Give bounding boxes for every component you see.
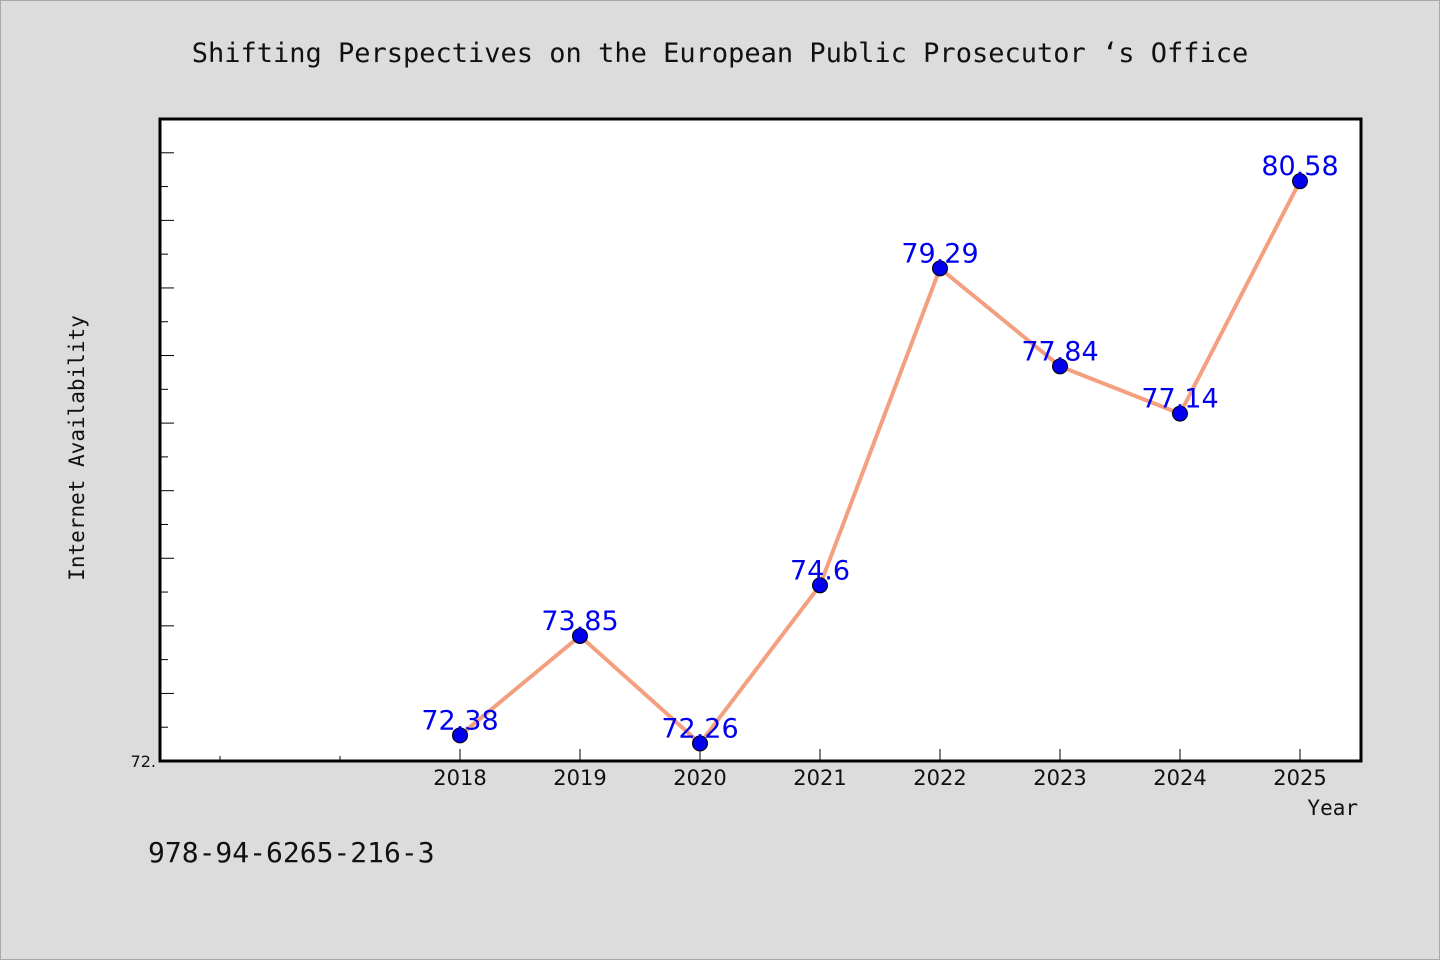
x-tick-label: 2022 xyxy=(913,766,966,790)
series-markers xyxy=(452,173,1308,752)
y-tick-labels: 72. xyxy=(131,752,156,771)
x-tick-label: 2023 xyxy=(1033,766,1086,790)
x-axis-ticks xyxy=(219,749,1301,761)
data-label: 74.6 xyxy=(790,555,850,586)
data-point xyxy=(572,627,588,644)
y-tick-label: 72. xyxy=(131,752,156,771)
x-tick-label: 2021 xyxy=(793,766,846,790)
data-labels: 72.38 73.85 72.26 74.6 79.29 77.84 77.14 80.58 xyxy=(421,151,1338,744)
data-point xyxy=(1052,358,1068,375)
y-axis-title: Internet Availability xyxy=(65,315,89,581)
data-point xyxy=(1172,405,1188,422)
data-point xyxy=(1292,173,1308,190)
data-label: 72.38 xyxy=(421,705,498,736)
plot-area xyxy=(158,117,1363,763)
data-point xyxy=(932,260,948,277)
data-label: 72.26 xyxy=(661,713,738,744)
data-label: 79.29 xyxy=(901,238,978,269)
chart-title: Shifting Perspectives on the European Pu… xyxy=(191,38,1249,69)
x-tick-label: 2020 xyxy=(673,766,726,790)
data-label: 77.84 xyxy=(1021,336,1098,367)
y-axis-ticks xyxy=(160,118,174,728)
data-point xyxy=(692,735,708,752)
x-axis-title: Year xyxy=(1307,796,1358,820)
data-point xyxy=(812,577,828,594)
x-tick-label: 2019 xyxy=(553,766,606,790)
x-tick-label: 2025 xyxy=(1273,766,1326,790)
data-label: 77.14 xyxy=(1141,384,1218,415)
series-line xyxy=(458,180,1302,746)
data-label: 80.58 xyxy=(1261,151,1338,182)
x-tick-labels: 2018 2019 2020 2021 2022 2023 2024 2025 xyxy=(433,766,1326,790)
data-label: 73.85 xyxy=(541,606,618,637)
x-tick-label: 2024 xyxy=(1153,766,1206,790)
data-point xyxy=(452,727,468,744)
isbn-text: 978-94-6265-216-3 xyxy=(148,836,435,869)
x-tick-label: 2018 xyxy=(433,766,486,790)
